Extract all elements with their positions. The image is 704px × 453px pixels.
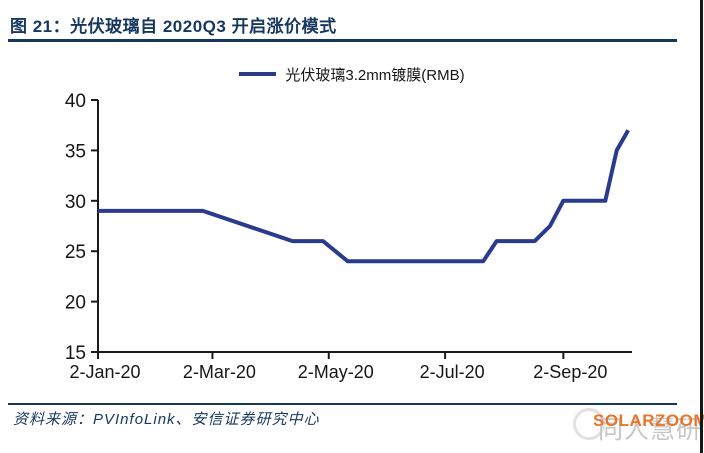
y-tick-label: 40 xyxy=(65,91,86,112)
watermark-chinese-text: 同人慧研 xyxy=(598,416,703,444)
price-line xyxy=(98,129,630,264)
price-line-chart: 15 20 25 30 35 40 2-Jan-20 2-Mar-20 2-May-20 2-Ju… xyxy=(65,91,632,382)
figure-title: 图 21：光伏玻璃自 2020Q3 开启涨价模式 xyxy=(10,17,337,36)
y-tick-label: 15 xyxy=(65,343,86,364)
watermark-logo-icon xyxy=(573,408,605,440)
watermark: 同人慧研 SOLARZOOM xyxy=(560,402,704,452)
x-tick-label: 2-Jan-20 xyxy=(69,362,140,382)
watermark-brand-text: SOLARZOOM xyxy=(593,411,704,430)
chart-legend: 光伏玻璃3.2mm镀膜(RMB) xyxy=(0,63,704,85)
legend-line-swatch xyxy=(239,72,277,76)
title-underline xyxy=(8,39,677,42)
source-text: 资料来源：PVInfoLink、安信证券研究中心 xyxy=(13,411,320,428)
y-tick-label: 35 xyxy=(65,141,86,162)
x-tick-label: 2-Mar-20 xyxy=(183,362,256,382)
x-tick-label: 2-Jul-20 xyxy=(420,362,485,382)
y-tick-label: 25 xyxy=(65,242,86,263)
page-right-border-line xyxy=(700,0,703,453)
y-tick-label: 20 xyxy=(65,293,86,314)
y-tick-label: 30 xyxy=(65,192,86,213)
x-tick-label: 2-May-20 xyxy=(298,362,374,382)
x-tick-label: 2-Sep-20 xyxy=(533,362,607,382)
footer-rule xyxy=(8,403,677,405)
legend-label: 光伏玻璃3.2mm镀膜(RMB) xyxy=(285,66,465,84)
